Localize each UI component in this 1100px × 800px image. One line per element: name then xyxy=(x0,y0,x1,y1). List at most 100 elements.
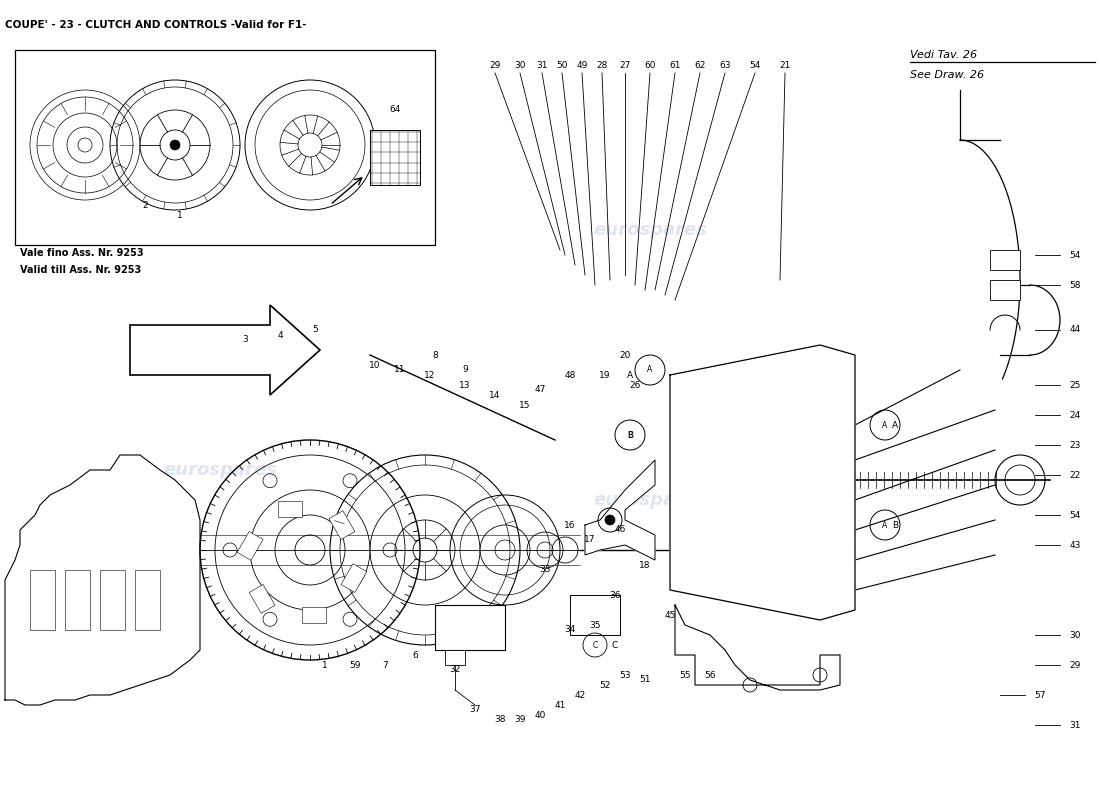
Text: 54: 54 xyxy=(749,61,761,70)
Text: 63: 63 xyxy=(719,61,730,70)
Text: 11: 11 xyxy=(394,366,406,374)
Text: See Draw. 26: See Draw. 26 xyxy=(910,70,984,80)
Text: 10: 10 xyxy=(370,361,381,370)
Text: 17: 17 xyxy=(584,535,596,545)
Bar xyxy=(570,595,620,635)
Bar xyxy=(990,250,1020,270)
Text: 53: 53 xyxy=(619,670,630,679)
Text: A: A xyxy=(648,366,652,374)
Text: 43: 43 xyxy=(1069,541,1080,550)
Text: 1: 1 xyxy=(177,210,183,219)
Bar xyxy=(278,501,303,517)
Text: eurospares: eurospares xyxy=(593,221,707,239)
Text: 41: 41 xyxy=(554,701,565,710)
Text: 2: 2 xyxy=(142,201,147,210)
Text: 23: 23 xyxy=(1069,441,1080,450)
Bar xyxy=(302,607,326,623)
Bar xyxy=(238,531,263,560)
Circle shape xyxy=(170,140,180,150)
Text: 54: 54 xyxy=(1069,510,1080,519)
Text: 12: 12 xyxy=(425,370,436,379)
Text: 39: 39 xyxy=(515,715,526,725)
Text: B: B xyxy=(627,430,634,439)
Polygon shape xyxy=(130,305,320,395)
Text: A: A xyxy=(892,421,898,430)
Text: 33: 33 xyxy=(539,566,551,574)
Polygon shape xyxy=(675,605,840,690)
Text: 22: 22 xyxy=(1069,470,1080,479)
Bar xyxy=(434,605,505,650)
Text: 52: 52 xyxy=(600,681,610,690)
Bar xyxy=(370,130,420,185)
Text: eurospares: eurospares xyxy=(163,461,277,479)
Text: 59: 59 xyxy=(350,661,361,670)
Text: 29: 29 xyxy=(490,61,500,70)
Text: 62: 62 xyxy=(694,61,706,70)
Text: 6: 6 xyxy=(412,650,418,659)
Bar xyxy=(341,564,366,593)
Text: C: C xyxy=(593,641,597,650)
Text: 24: 24 xyxy=(1069,410,1080,419)
Text: 15: 15 xyxy=(519,401,530,410)
Text: 1: 1 xyxy=(322,661,328,670)
Text: 27: 27 xyxy=(619,61,630,70)
Text: 8: 8 xyxy=(432,350,438,359)
Text: 55: 55 xyxy=(680,670,691,679)
Text: 9: 9 xyxy=(462,366,468,374)
Text: 36: 36 xyxy=(609,590,620,599)
Polygon shape xyxy=(670,345,855,620)
Text: 13: 13 xyxy=(460,381,471,390)
Text: B: B xyxy=(627,430,632,439)
Text: 47: 47 xyxy=(535,386,546,394)
Bar xyxy=(65,570,90,630)
Text: A: A xyxy=(882,521,888,530)
Text: 42: 42 xyxy=(574,690,585,699)
Text: A: A xyxy=(882,421,888,430)
Text: 16: 16 xyxy=(564,521,575,530)
Text: 18: 18 xyxy=(639,561,651,570)
Text: Valid till Ass. Nr. 9253: Valid till Ass. Nr. 9253 xyxy=(20,265,141,275)
Text: 54: 54 xyxy=(1069,250,1080,259)
Text: 48: 48 xyxy=(564,370,575,379)
Bar xyxy=(30,570,55,630)
Text: 7: 7 xyxy=(382,661,388,670)
Text: 30: 30 xyxy=(515,61,526,70)
Text: 37: 37 xyxy=(470,706,481,714)
Bar xyxy=(250,585,275,614)
Text: A: A xyxy=(627,370,634,379)
Text: 51: 51 xyxy=(639,675,651,685)
Text: 49: 49 xyxy=(576,61,587,70)
Text: B: B xyxy=(892,521,898,530)
Text: eurospares: eurospares xyxy=(593,491,707,509)
Polygon shape xyxy=(6,455,200,705)
Text: 58: 58 xyxy=(1069,281,1080,290)
Text: 28: 28 xyxy=(596,61,607,70)
Text: 4: 4 xyxy=(277,330,283,339)
Text: 57: 57 xyxy=(1034,690,1046,699)
Text: 14: 14 xyxy=(490,390,500,399)
Text: 19: 19 xyxy=(600,370,610,379)
Text: Vedi Tav. 26: Vedi Tav. 26 xyxy=(910,50,977,60)
Text: C: C xyxy=(612,641,618,650)
Text: 25: 25 xyxy=(1069,381,1080,390)
Circle shape xyxy=(605,515,615,525)
Text: 38: 38 xyxy=(494,715,506,725)
Text: 64: 64 xyxy=(389,106,400,114)
Text: 29: 29 xyxy=(1069,661,1080,670)
Bar xyxy=(135,570,160,630)
Text: 32: 32 xyxy=(449,666,461,674)
Text: 61: 61 xyxy=(669,61,681,70)
Text: Vale fino Ass. Nr. 9253: Vale fino Ass. Nr. 9253 xyxy=(20,248,144,258)
Text: 31: 31 xyxy=(1069,721,1080,730)
Text: 46: 46 xyxy=(614,526,626,534)
Bar xyxy=(100,570,125,630)
Bar xyxy=(15,50,434,245)
Bar xyxy=(329,510,355,539)
Bar xyxy=(990,280,1020,300)
Text: 21: 21 xyxy=(779,61,791,70)
Text: 50: 50 xyxy=(557,61,568,70)
Text: 26: 26 xyxy=(629,381,640,390)
Text: COUPE' - 23 - CLUTCH AND CONTROLS -Valid for F1-: COUPE' - 23 - CLUTCH AND CONTROLS -Valid… xyxy=(6,20,307,30)
Text: 60: 60 xyxy=(645,61,656,70)
Bar xyxy=(446,650,465,665)
